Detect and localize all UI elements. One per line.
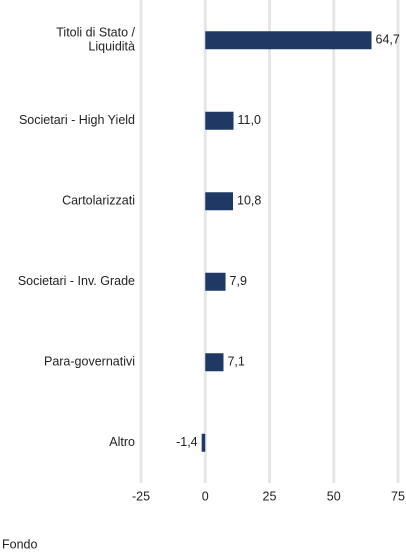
value-label: 7,9 (230, 274, 247, 288)
value-label: -1,4 (176, 435, 198, 449)
bar (205, 353, 224, 372)
bar (205, 31, 372, 50)
x-tick-label: 50 (327, 489, 341, 503)
value-label: 10,8 (237, 194, 261, 208)
y-tick-label: Societari - Inv. Grade (18, 274, 135, 288)
y-tick-label: Cartolarizzati (62, 194, 135, 208)
y-tick-label: Para-governativi (44, 355, 135, 369)
x-tick-label: 75 (391, 489, 405, 503)
x-tick-label: 0 (202, 489, 209, 503)
bar (205, 272, 226, 291)
bar (205, 192, 234, 211)
value-label: 64,7 (376, 33, 400, 47)
y-tick-label: Titoli di Stato / Liquidità (56, 26, 135, 54)
y-tick-label: Altro (109, 435, 135, 449)
legend-label: Fondo (2, 537, 37, 551)
value-label: 7,1 (227, 355, 244, 369)
y-tick-label: Societari - High Yield (19, 113, 135, 127)
x-tick-label: -25 (132, 489, 150, 503)
bar (201, 433, 206, 452)
value-label: 11,0 (238, 113, 261, 127)
x-tick-label: 25 (263, 489, 277, 503)
bar (205, 111, 234, 130)
